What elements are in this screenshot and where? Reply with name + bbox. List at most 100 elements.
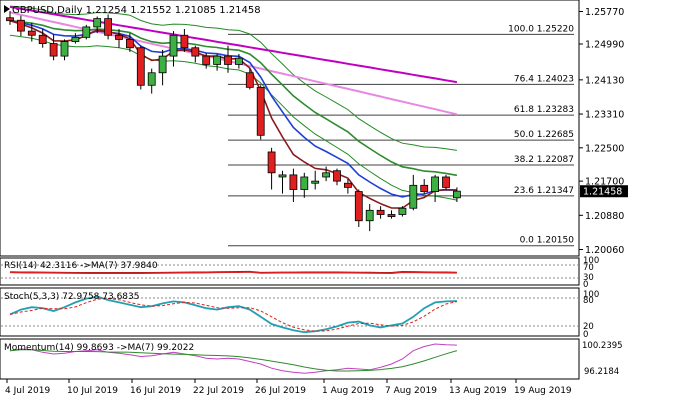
chart-title-arrow-icon [4, 5, 10, 13]
candle [376, 206, 385, 219]
rsi-pane[interactable]: RSI(14) 42.3116 ->MA(7) 37.9840 100 70 3… [0, 256, 599, 290]
candle-body [115, 34, 123, 40]
fib-level-label: 38.2 1.22087 [514, 155, 574, 165]
momentum-scale-bottom: 96.2184 [584, 367, 619, 377]
candle-body [158, 55, 167, 74]
candle [38, 29, 47, 48]
candle-body [16, 19, 25, 32]
candle-body [365, 209, 374, 222]
stoch-d-line [9, 297, 458, 332]
price-scale-label: 1.24130 [585, 75, 624, 86]
candle-body [180, 34, 189, 49]
rsi-label: RSI(14) 42.3116 ->MA(7) 37.9840 [4, 261, 158, 271]
candle [300, 172, 309, 198]
candle [49, 34, 58, 61]
candle-body [311, 180, 320, 184]
candle [442, 174, 450, 190]
candle [82, 24, 91, 40]
candle-body [169, 34, 178, 57]
ma-magenta-line [9, 5, 458, 84]
candle-body [224, 55, 232, 65]
candle-body [191, 47, 200, 57]
candle [71, 33, 80, 44]
candle-body [27, 30, 36, 36]
fib-level-label: 23.6 1.21347 [514, 186, 574, 196]
candle-body [278, 174, 287, 178]
candle [169, 31, 178, 67]
candle [191, 45, 200, 63]
candle-body [376, 209, 385, 215]
candle-body [136, 47, 145, 86]
time-axis-label: 10 Jul 2019 [67, 386, 118, 396]
candle [289, 168, 298, 202]
candle-body [245, 72, 254, 88]
candle [93, 16, 102, 34]
momentum-ma-line [9, 349, 458, 372]
price-scale-label: 1.22500 [585, 143, 624, 154]
main-pane[interactable]: 100.0 1.25220 76.4 1.24023 61.8 1.23283 50.… [0, 0, 580, 257]
candle [398, 206, 407, 217]
candle-body [6, 17, 14, 22]
rsi-ma-line [9, 271, 457, 275]
momentum-pane[interactable]: Momentum(14) 99.8693 ->MA(7) 99.2022 100… [0, 338, 623, 380]
momentum-line [9, 343, 457, 374]
current-price-box [580, 185, 628, 198]
candle [278, 170, 287, 194]
candle [202, 52, 211, 69]
price-scale-label: 1.20060 [585, 245, 624, 256]
candle [256, 85, 265, 140]
candle [452, 187, 461, 202]
time-axis-label: 19 Aug 2019 [514, 386, 572, 396]
fib-level-label: 50.0 1.22685 [514, 130, 574, 140]
candle-body [333, 170, 341, 182]
time-axis-label: 22 Jul 2019 [193, 386, 244, 396]
candle [234, 54, 243, 69]
candle-body [354, 191, 363, 222]
candle [213, 54, 222, 71]
stoch-scale-20: 20 [583, 322, 594, 332]
candle-body [343, 182, 352, 188]
candle-body [147, 72, 156, 86]
candle [60, 39, 69, 61]
candle [354, 189, 363, 227]
time-axis-label: 4 Jul 2019 [5, 386, 50, 396]
time-axis[interactable]: 4 Jul 2019 10 Jul 2019 16 Jul 2019 22 Jul 2… [5, 379, 572, 396]
candle [333, 168, 341, 186]
main-pane-frame [0, 0, 580, 257]
candle [6, 11, 14, 25]
candle [387, 210, 396, 219]
time-axis-label: 13 Aug 2019 [449, 386, 507, 396]
time-axis-label: 1 Aug 2019 [322, 386, 374, 396]
price-scale-label: 1.23310 [585, 110, 624, 121]
momentum-label: Momentum(14) 99.8693 ->MA(7) 99.2022 [4, 343, 194, 353]
candle [420, 179, 429, 194]
candle [267, 147, 276, 190]
time-axis-label: 26 Jul 2019 [255, 386, 306, 396]
rsi-scale-0: 0 [583, 280, 588, 290]
candle [16, 15, 25, 37]
price-scale[interactable]: 1.25770 1.24990 1.24130 1.23310 1.22500 1.217… [579, 7, 624, 256]
envelope-upper-line [9, 5, 457, 151]
candle [431, 174, 440, 202]
candle [126, 33, 134, 52]
candle-body [256, 86, 265, 136]
candle-body [387, 214, 396, 217]
rsi-scale-70: 70 [583, 263, 594, 273]
candle-body [60, 41, 69, 57]
candle-body [71, 36, 80, 42]
candle [365, 204, 374, 232]
time-axis-label: 7 Aug 2019 [385, 386, 437, 396]
momentum-pane-frame [0, 338, 580, 380]
rsi-pane-frame [0, 257, 580, 286]
stoch-pane[interactable]: Stoch(5,3,3) 72.9758 73.6835 100 80 20 0 [0, 287, 599, 340]
chart-title-text: GBPUSD,Daily 1.21254 1.21552 1.21085 1.2… [12, 5, 261, 16]
candle-body [213, 55, 222, 65]
candle [322, 166, 331, 182]
candle [343, 179, 352, 194]
stoch-k-line [9, 295, 457, 334]
fib-level-label: 61.8 1.23283 [514, 105, 574, 115]
candle-body [431, 176, 440, 192]
price-scale-label: 1.25770 [585, 7, 624, 18]
candle-body [420, 184, 429, 192]
